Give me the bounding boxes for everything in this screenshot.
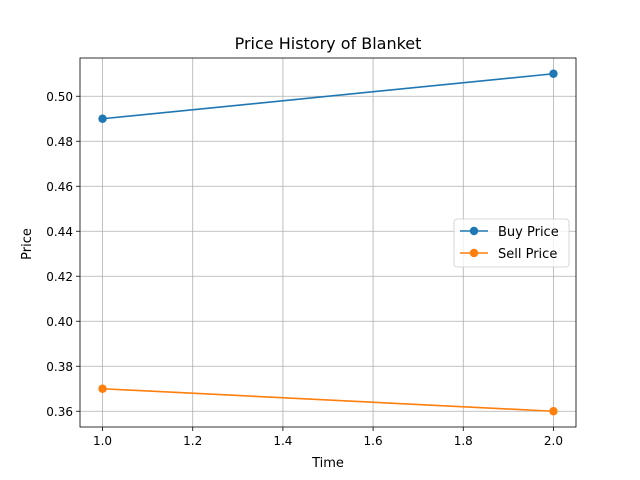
y-tick-label: 0.46 [46, 180, 73, 194]
y-tick-label: 0.36 [46, 405, 73, 419]
data-point [549, 407, 558, 416]
x-tick-label: 1.6 [364, 434, 383, 448]
data-point [98, 114, 107, 123]
legend: Buy Price Sell Price [453, 218, 570, 268]
series-line [102, 387, 554, 413]
y-tick-label: 0.38 [46, 360, 73, 374]
x-tick-label: 1.2 [183, 434, 202, 448]
data-point [549, 69, 558, 78]
legend-marker [469, 226, 479, 236]
plot-frame [79, 57, 577, 428]
y-axis-label: Price [20, 228, 35, 260]
y-tick-label: 0.42 [46, 270, 73, 284]
y-tick-label: 0.50 [46, 90, 73, 104]
x-axis-label: Time [311, 456, 344, 471]
legend-label: Buy Price [498, 225, 559, 240]
legend-marker [469, 248, 479, 258]
grid-lines [80, 58, 576, 427]
chart-title: Price History of Blanket [235, 34, 422, 53]
x-tick-label: 1.8 [454, 434, 473, 448]
y-tick-label: 0.48 [46, 135, 73, 149]
series-line [102, 72, 554, 120]
y-axis-ticks: 0.36 0.38 0.40 0.42 0.44 0.46 0.48 0.50 [46, 90, 80, 419]
y-tick-label: 0.44 [46, 225, 73, 239]
y-tick-label: 0.40 [46, 315, 73, 329]
x-tick-label: 2.0 [544, 434, 563, 448]
legend-label: Sell Price [498, 247, 557, 262]
x-tick-label: 1.0 [93, 434, 112, 448]
series-layer [98, 69, 558, 416]
x-tick-label: 1.4 [273, 434, 292, 448]
x-axis-ticks: 1.0 1.2 1.4 1.6 1.8 2.0 [93, 427, 563, 448]
data-point [98, 384, 107, 393]
